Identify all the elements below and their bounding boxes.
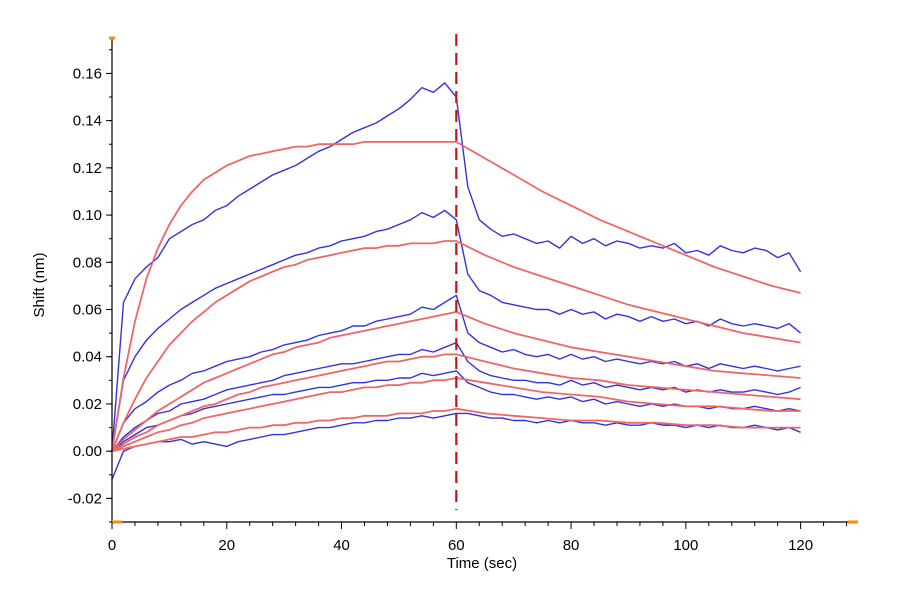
y-tick-label-0: -0.02 xyxy=(68,490,102,507)
y-tick-label-8: 0.14 xyxy=(73,113,102,130)
y-tick-label-2: 0.02 xyxy=(73,396,102,413)
x-tick-label-5: 100 xyxy=(673,537,698,554)
fit-curve-9 xyxy=(111,353,801,452)
y-axis-title: Shift (nm) xyxy=(31,252,48,317)
axes-layer xyxy=(106,36,858,529)
x-tick-label-4: 80 xyxy=(563,537,580,554)
y-tick-label-6: 0.10 xyxy=(73,207,102,224)
y-tick-label-5: 0.08 xyxy=(73,254,102,271)
measured-curve-1 xyxy=(111,209,802,452)
fit-curve-11 xyxy=(111,407,801,453)
x-tick-label-2: 40 xyxy=(333,537,350,554)
y-tick-label-4: 0.06 xyxy=(73,302,102,319)
y-tick-label-7: 0.12 xyxy=(73,160,102,177)
y-tick-label-9: 0.16 xyxy=(73,65,102,82)
fit-curve-6 xyxy=(111,140,801,452)
x-tick-label-1: 20 xyxy=(218,537,235,554)
x-axis-title: Time (sec) xyxy=(447,555,517,572)
fit-curve-10 xyxy=(111,377,801,453)
fit-curve-7 xyxy=(111,240,801,452)
fit-curve-8 xyxy=(111,310,801,452)
y-tick-label-1: 0.00 xyxy=(73,443,102,460)
measured-curve-5 xyxy=(111,412,801,480)
x-tick-label-0: 0 xyxy=(108,537,116,554)
x-tick-label-3: 60 xyxy=(448,537,465,554)
series-layer xyxy=(111,82,802,480)
labels-layer: -0.02 0.00 0.02 0.04 0.06 0.08 0.10 0.12 0.14 0.1… xyxy=(68,65,813,554)
y-tick-label-3: 0.04 xyxy=(73,349,102,366)
x-tick-label-6: 120 xyxy=(788,537,813,554)
measured-curve-2 xyxy=(111,294,801,452)
